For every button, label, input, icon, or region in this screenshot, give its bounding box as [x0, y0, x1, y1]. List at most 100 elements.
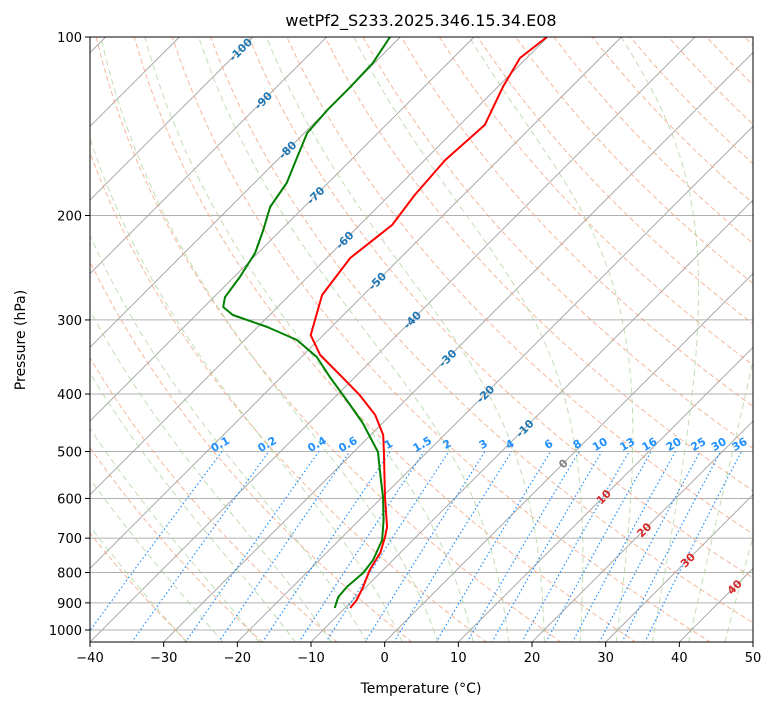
isotherm-label: -10 — [513, 417, 536, 440]
moist-adiabat-line — [468, 37, 634, 642]
isotherm-label: -100 — [226, 35, 255, 64]
dry-adiabat-line — [90, 446, 263, 642]
moist-adiabat-line — [620, 37, 700, 642]
y-tick-label: 1000 — [49, 624, 82, 639]
plot-frame — [89, 36, 754, 643]
isotherm-label: -40 — [401, 308, 424, 331]
mixing-ratio-line — [598, 451, 701, 642]
y-tick-label: 900 — [57, 597, 82, 612]
mixing-ratio-line — [90, 451, 223, 632]
moist-adiabat-line — [90, 234, 368, 642]
isotherm-line — [384, 273, 753, 642]
dry-adiabat-line — [591, 37, 753, 205]
dry-adiabat-line — [90, 260, 413, 642]
isotherm-line — [90, 37, 475, 422]
isotherm-label: -60 — [333, 229, 356, 252]
dry-adiabat-line — [210, 37, 753, 624]
dry-adiabat-line — [706, 37, 753, 86]
x-tick-label: −10 — [297, 651, 324, 666]
isotherm-line — [90, 37, 696, 642]
x-axis-label: Temperature (°C) — [360, 681, 482, 697]
y-tick-label: 300 — [57, 314, 82, 329]
isotherm-line — [752, 641, 753, 642]
isotherm-label: 10 — [594, 487, 614, 507]
isotherm-line — [90, 37, 327, 275]
isotherm-line — [678, 567, 753, 642]
isotherm-line — [605, 494, 753, 642]
isotherm-label: 40 — [725, 577, 745, 597]
dry-adiabat-line — [133, 37, 637, 642]
mixing-ratio-line — [131, 451, 270, 642]
isotherm-line — [531, 420, 753, 642]
isotherm-label: -50 — [366, 270, 389, 293]
dewpoint-profile-line — [222, 37, 391, 609]
isotherm-label: -30 — [436, 347, 459, 370]
x-tick-label: 50 — [745, 651, 762, 666]
mixing-ratio-line — [491, 451, 603, 642]
dry-adiabat-line — [171, 37, 712, 642]
x-tick-label: 20 — [524, 651, 541, 666]
dry-adiabat-line — [90, 532, 189, 642]
moist-adiabat-line — [90, 136, 403, 642]
x-tick-label: −40 — [76, 651, 103, 666]
x-tick-label: 10 — [450, 651, 467, 666]
isotherm-line — [90, 37, 548, 496]
mixing-ratio-line — [184, 451, 320, 642]
mixing-ratio-line — [466, 451, 580, 642]
moist-adiabat-line — [353, 37, 584, 642]
isotherm-line — [236, 125, 753, 642]
isotherm-line — [90, 37, 254, 201]
dry-adiabat-line — [324, 37, 753, 492]
mixing-ratio-line — [298, 451, 425, 642]
y-axis-label: Pressure (hPa) — [13, 290, 29, 390]
mixing-ratio-line — [325, 451, 450, 642]
moist-adiabat-line — [90, 309, 332, 642]
isotherm-label: -20 — [474, 383, 497, 406]
y-tick-label: 500 — [57, 445, 82, 460]
temperature-profile-line — [309, 37, 548, 609]
mixing-ratio-label: 6 — [542, 437, 555, 452]
isotherm-label: -70 — [304, 184, 327, 207]
dry-adiabat-line — [438, 37, 753, 366]
dry-adiabat-line — [668, 37, 753, 126]
dry-adiabat-line — [90, 356, 338, 642]
mixing-ratio-label: 3 — [477, 437, 490, 452]
moist-adiabat-line — [90, 478, 224, 642]
isotherm-line — [90, 37, 622, 569]
y-tick-label: 700 — [57, 532, 82, 547]
moist-adiabat-line — [265, 37, 545, 642]
background-lines — [90, 37, 753, 642]
dry-adiabat-line — [553, 37, 753, 244]
y-tick-label: 600 — [57, 492, 82, 507]
axes: −40 −30 −20 −10 0 10 20 30 40 50 100 200 300 400 500 60… — [49, 31, 761, 666]
isotherm-line — [457, 346, 753, 642]
x-tick-label: 0 — [381, 651, 389, 666]
mixing-ratio-line — [435, 451, 552, 642]
isotherm-line — [90, 37, 401, 348]
dry-adiabat-line — [400, 37, 753, 408]
moist-adiabat-line — [724, 535, 753, 642]
mixing-ratio-label: 2 — [441, 437, 454, 452]
mixing-ratio-line — [218, 451, 351, 642]
mixing-ratio-line — [545, 451, 652, 642]
dry-adiabat-line — [362, 37, 753, 449]
isotherm-label: -90 — [252, 89, 275, 112]
y-tick-label: 100 — [57, 31, 82, 46]
x-tick-label: −20 — [224, 651, 251, 666]
isotherm-label: 30 — [678, 550, 698, 570]
isotherm-line — [163, 52, 753, 642]
moist-adiabat-line — [90, 372, 296, 642]
x-tick-label: −30 — [150, 651, 177, 666]
moist-adiabat-line — [90, 525, 187, 642]
mixing-ratio-line — [621, 451, 722, 642]
profiles — [222, 37, 548, 609]
dry-adiabat-line — [90, 150, 488, 642]
mixing-ratio-line — [571, 451, 677, 642]
moist-adiabat-line — [100, 37, 439, 642]
moist-adiabat-line — [90, 427, 260, 642]
chart-title: wetPf2_S233.2025.346.15.34.E08 — [285, 11, 556, 31]
mixing-ratio-line — [261, 451, 391, 642]
y-tick-label: 200 — [57, 210, 82, 225]
